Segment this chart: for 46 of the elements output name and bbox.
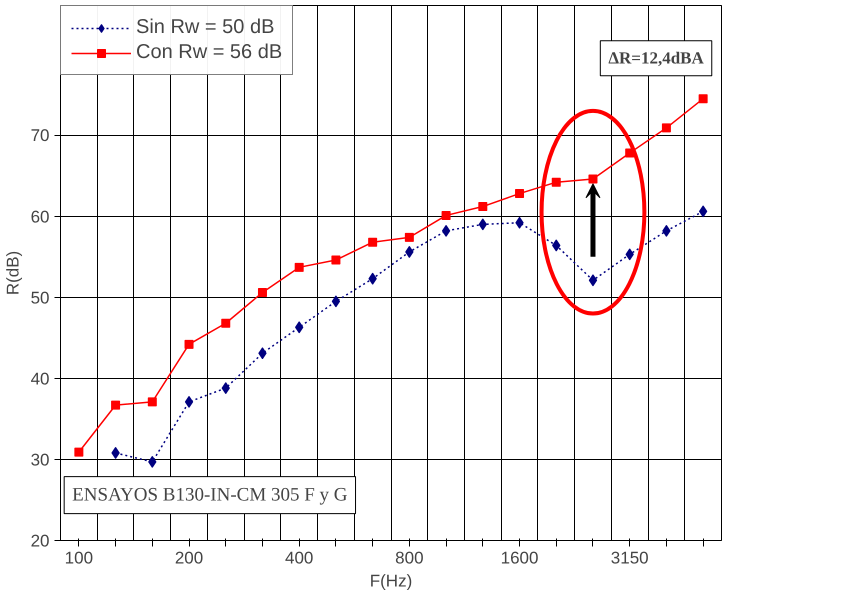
point (111, 400, 120, 410)
point (184, 340, 194, 349)
annotation: ΔR=12,4dBA (608, 48, 704, 68)
point (368, 238, 378, 247)
point (552, 178, 561, 187)
x-tick-label: 800 (395, 548, 424, 568)
y-tick-label: 50 (30, 288, 50, 308)
point (515, 189, 524, 198)
legend-label: Sin Rw = 50 dB (136, 16, 274, 39)
point (405, 246, 414, 258)
x-tick-label: 400 (285, 548, 314, 568)
point (294, 262, 304, 272)
point (258, 347, 267, 360)
x-tick-label: 3150 (610, 548, 649, 568)
point (184, 396, 194, 408)
x-tick-label: 100 (64, 548, 94, 568)
point (515, 216, 524, 229)
y-tick-label: 70 (30, 126, 50, 146)
x-axis-title: F(Hz) (370, 572, 412, 590)
point (368, 272, 377, 285)
point (662, 123, 671, 132)
point (698, 94, 708, 104)
y-tick-label: 20 (30, 532, 50, 550)
y-tick-label: 40 (30, 369, 50, 388)
point (442, 224, 450, 237)
point (332, 295, 340, 308)
y-tick-label: 30 (30, 450, 50, 470)
point (111, 446, 120, 459)
point (404, 232, 414, 242)
point (478, 202, 488, 212)
point (698, 205, 708, 218)
annotation: ENSAYOS B130-IN-CM 305 F y G (72, 484, 348, 506)
point (74, 448, 84, 457)
point (588, 274, 598, 286)
point (331, 256, 340, 265)
point (588, 174, 598, 184)
y-tick-label: 60 (30, 207, 50, 226)
y-axis-title: R(dB) (4, 250, 23, 296)
point (148, 397, 157, 406)
point (662, 224, 671, 237)
x-tick-label: 1600 (500, 548, 538, 568)
legend-label: Con Rw = 56 dB (136, 41, 282, 64)
point (442, 210, 451, 220)
point (221, 318, 230, 328)
point (258, 288, 267, 297)
x-tick-label: 200 (174, 548, 204, 568)
